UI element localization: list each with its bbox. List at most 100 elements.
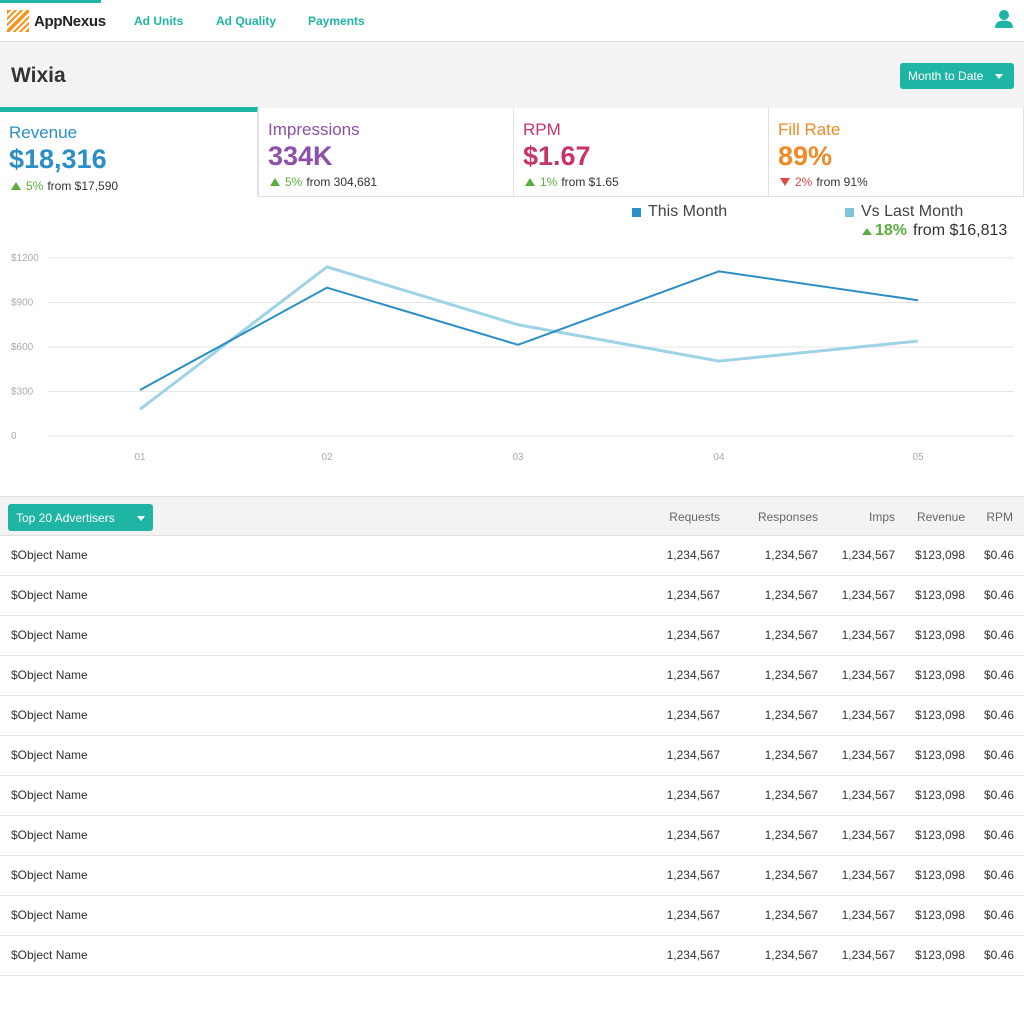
cell-revenue: $123,098 <box>914 868 965 882</box>
cell-requests: 1,234,567 <box>666 708 720 722</box>
legend-vs-last-month[interactable]: Vs Last Month <box>845 203 963 221</box>
legend-label: This Month <box>648 203 728 220</box>
cell-rpm: $0.46 <box>983 548 1014 562</box>
cell-revenue: $123,098 <box>914 588 965 602</box>
column-header-rpm[interactable]: RPM <box>986 510 1013 524</box>
cell-responses: 1,234,567 <box>764 748 818 762</box>
cell-name: $Object Name <box>11 748 88 762</box>
cell-revenue: $123,098 <box>914 788 965 802</box>
cell-requests: 1,234,567 <box>666 868 720 882</box>
date-range-dropdown[interactable]: Month to Date <box>900 63 1014 89</box>
cell-requests: 1,234,567 <box>666 548 720 562</box>
caret-down-icon <box>995 74 1003 79</box>
legend-swatch <box>845 207 854 217</box>
brand-name: AppNexus <box>34 12 106 30</box>
table-row[interactable]: $Object Name 1,234,567 1,234,567 1,234,567 $… <box>0 656 1024 696</box>
table-row[interactable]: $Object Name 1,234,567 1,234,567 1,234,567 $… <box>0 536 1024 576</box>
table-row[interactable]: $Object Name 1,234,567 1,234,567 1,234,567 $… <box>0 936 1024 976</box>
kpi-delta-from: from $1.65 <box>561 175 619 189</box>
table-row[interactable]: $Object Name 1,234,567 1,234,567 1,234,567 $… <box>0 896 1024 936</box>
kpi-label: Impressions <box>268 120 360 139</box>
cell-requests: 1,234,567 <box>666 668 720 682</box>
y-tick-label: 0 <box>11 431 17 442</box>
kpi-delta-from: from $17,590 <box>47 179 119 193</box>
cell-responses: 1,234,567 <box>764 668 818 682</box>
cell-imps: 1,234,567 <box>841 748 895 762</box>
cell-name: $Object Name <box>11 868 88 882</box>
user-icon[interactable] <box>994 9 1014 29</box>
kpi-delta: 1% from $1.65 <box>525 175 619 189</box>
advertisers-table: $Object Name 1,234,567 1,234,567 1,234,567 $… <box>0 536 1024 976</box>
revenue-line-chart: 0 $300 $600 $900 $1200 01 02 03 04 05 <box>11 253 1014 463</box>
cell-rpm: $0.46 <box>983 828 1014 842</box>
brand-logo[interactable]: AppNexus <box>7 10 106 32</box>
column-header-revenue[interactable]: Revenue <box>916 510 965 524</box>
cell-responses: 1,234,567 <box>764 828 818 842</box>
cell-imps: 1,234,567 <box>841 828 895 842</box>
table-row[interactable]: $Object Name 1,234,567 1,234,567 1,234,567 $… <box>0 736 1024 776</box>
cell-revenue: $123,098 <box>914 948 965 962</box>
legend-this-month[interactable]: This Month <box>632 203 727 221</box>
kpi-revenue[interactable]: Revenue $18,316 5% from $17,590 <box>0 107 258 197</box>
advertisers-dropdown[interactable]: Top 20 Advertisers <box>8 504 153 531</box>
kpi-rpm[interactable]: RPM $1.67 1% from $1.65 <box>513 108 769 197</box>
cell-revenue: $123,098 <box>914 628 965 642</box>
cell-imps: 1,234,567 <box>841 548 895 562</box>
cell-name: $Object Name <box>11 708 88 722</box>
table-row[interactable]: $Object Name 1,234,567 1,234,567 1,234,567 $… <box>0 856 1024 896</box>
kpi-value: 89% <box>778 141 833 171</box>
cell-requests: 1,234,567 <box>666 748 720 762</box>
series-line-this-month <box>139 270 919 391</box>
table-row[interactable]: $Object Name 1,234,567 1,234,567 1,234,567 $… <box>0 616 1024 656</box>
kpi-delta-pct: 2% <box>795 175 813 189</box>
cell-imps: 1,234,567 <box>841 868 895 882</box>
cell-requests: 1,234,567 <box>666 788 720 802</box>
series-line-vs-last-month <box>139 265 919 411</box>
y-tick-label: $600 <box>11 342 34 353</box>
cell-revenue: $123,098 <box>914 828 965 842</box>
x-tick-label: 01 <box>134 452 146 463</box>
x-tick-label: 05 <box>912 452 924 463</box>
kpi-label: Fill Rate <box>778 120 841 139</box>
cell-revenue: $123,098 <box>914 668 965 682</box>
column-header-imps[interactable]: Imps <box>868 510 895 524</box>
kpi-impressions[interactable]: Impressions 334K 5% from 304,681 <box>258 108 514 197</box>
kpi-fill-rate[interactable]: Fill Rate 89% 2% from 91% <box>768 108 1024 197</box>
nav-ad-quality[interactable]: Ad Quality <box>216 14 277 28</box>
kpi-delta: 5% from $17,590 <box>11 179 118 193</box>
table-row[interactable]: $Object Name 1,234,567 1,234,567 1,234,567 $… <box>0 576 1024 616</box>
kpi-delta-pct: 5% <box>285 175 303 189</box>
cell-name: $Object Name <box>11 828 88 842</box>
table-row[interactable]: $Object Name 1,234,567 1,234,567 1,234,567 $… <box>0 696 1024 736</box>
table-row[interactable]: $Object Name 1,234,567 1,234,567 1,234,567 $… <box>0 776 1024 816</box>
cell-rpm: $0.46 <box>983 588 1014 602</box>
x-tick-label: 04 <box>713 452 725 463</box>
cell-rpm: $0.46 <box>983 948 1014 962</box>
kpi-label: RPM <box>523 120 561 139</box>
cell-revenue: $123,098 <box>914 908 965 922</box>
kpi-label: Revenue <box>9 123 78 142</box>
column-header-requests[interactable]: Requests <box>669 510 720 524</box>
logo-active-bar <box>0 0 101 3</box>
column-header-responses[interactable]: Responses <box>757 510 818 524</box>
cell-requests: 1,234,567 <box>666 588 720 602</box>
triangle-down-icon <box>780 178 790 186</box>
nav-ad-units[interactable]: Ad Units <box>134 14 184 28</box>
x-tick-label: 03 <box>512 452 524 463</box>
triangle-up-icon <box>862 227 872 235</box>
kpi-delta-pct: 5% <box>26 179 44 193</box>
table-row[interactable]: $Object Name 1,234,567 1,234,567 1,234,567 $… <box>0 816 1024 856</box>
kpi-delta: 2% from 91% <box>780 175 868 189</box>
x-tick-label: 02 <box>321 452 333 463</box>
cell-responses: 1,234,567 <box>764 908 818 922</box>
nav-payments[interactable]: Payments <box>308 14 365 28</box>
cell-rpm: $0.46 <box>983 708 1014 722</box>
cell-rpm: $0.46 <box>983 668 1014 682</box>
cell-responses: 1,234,567 <box>764 628 818 642</box>
y-tick-label: $900 <box>11 298 34 309</box>
caret-down-icon <box>137 516 145 521</box>
cell-revenue: $123,098 <box>914 748 965 762</box>
kpi-delta: 5% from 304,681 <box>270 175 377 189</box>
cell-responses: 1,234,567 <box>764 588 818 602</box>
y-tick-label: $1200 <box>11 253 39 264</box>
